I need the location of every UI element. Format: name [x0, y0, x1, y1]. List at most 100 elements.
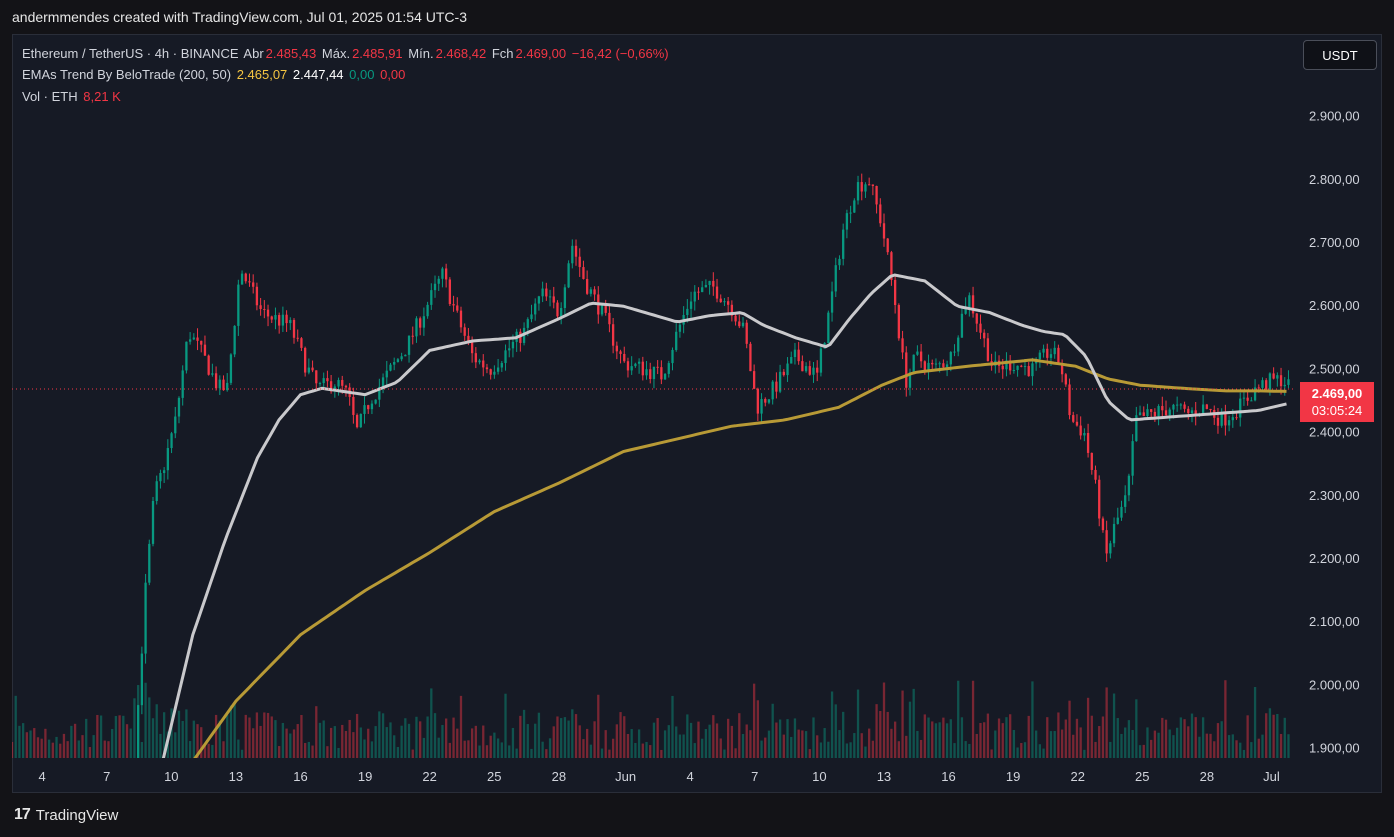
candle-body [144, 582, 147, 654]
candle-body [137, 705, 140, 758]
candle-body [578, 256, 581, 268]
volume-indicator-name[interactable]: Vol · ETH [22, 89, 78, 104]
volume-bar [1023, 742, 1027, 758]
candle-body [196, 337, 199, 341]
volume-bar [496, 738, 500, 758]
candle-body [240, 273, 244, 285]
volume-bar [1049, 731, 1053, 758]
volume-bar [419, 721, 422, 758]
ema-value-4: 0,00 [380, 67, 406, 82]
volume-bar [886, 711, 889, 758]
volume-bar [374, 726, 377, 758]
candle-body [274, 315, 277, 320]
volume-bar [92, 735, 95, 758]
volume-bar [21, 723, 25, 758]
candle-body [1124, 495, 1127, 507]
candle-body [689, 301, 693, 309]
volume-bar [1287, 734, 1290, 758]
volume-bar [222, 741, 225, 758]
volume-bar [964, 741, 967, 758]
candle-body [363, 405, 366, 414]
volume-bar [586, 728, 589, 758]
volume-bar [378, 711, 381, 758]
volume-bar [630, 729, 633, 758]
volume-bar [103, 740, 106, 758]
volume-bar [738, 713, 741, 758]
volume-bar [129, 728, 132, 758]
volume-bar [77, 740, 80, 758]
candle-body [734, 315, 737, 322]
volume-bar [730, 725, 734, 758]
chart-frame[interactable] [12, 34, 1382, 793]
candle-body [1046, 348, 1049, 358]
volume-bar [526, 724, 529, 758]
volume-bar [252, 728, 255, 758]
volume-bar [111, 729, 114, 758]
candle-body [441, 268, 444, 279]
volume-bar [292, 729, 296, 758]
volume-bar [686, 714, 689, 758]
volume-bar [348, 719, 351, 758]
candle-body [419, 318, 422, 328]
candle-body [415, 318, 418, 337]
x-tick-label: 4 [39, 769, 46, 784]
legend-volume[interactable]: Vol · ETH 8,21 K [22, 89, 123, 104]
tradingview-footer[interactable]: 17 TradingView [14, 806, 118, 824]
volume-bar [511, 727, 515, 758]
candle-body [741, 322, 745, 327]
volume-bar [55, 736, 58, 758]
candle-body [159, 473, 162, 482]
low-label: Mín. [408, 46, 434, 61]
volume-bar [200, 727, 203, 758]
candle-body [396, 359, 400, 362]
volume-bar [1172, 735, 1175, 758]
candle-body [33, 797, 35, 798]
candle-body [856, 182, 860, 201]
candle-body [938, 363, 941, 365]
volume-bar [51, 742, 54, 758]
x-tick-label: 25 [1135, 769, 1149, 784]
candle-body [259, 305, 262, 310]
volume-bar [1250, 742, 1253, 758]
candle-body [971, 295, 975, 314]
ema-indicator-name[interactable]: EMAs Trend By BeloTrade (200, 50) [22, 67, 232, 82]
volume-bar [793, 718, 797, 758]
candle-body [214, 373, 218, 389]
volume-bar [400, 725, 403, 758]
candle-body [1012, 369, 1016, 371]
volume-bar [1042, 748, 1045, 758]
volume-bar [678, 734, 682, 758]
volume-bar [185, 709, 188, 758]
volume-bar [957, 680, 960, 758]
y-tick-label: 2.000,00 [1309, 677, 1360, 692]
candle-body [563, 287, 567, 308]
candle-body [927, 362, 930, 371]
volume-bar [1057, 712, 1060, 758]
candle-body [626, 361, 630, 371]
volume-bar [289, 733, 292, 758]
candle-body [1101, 518, 1105, 531]
candle-body [1083, 433, 1086, 436]
candle-body [1105, 530, 1108, 554]
volume-bar [530, 748, 533, 758]
volume-bar [600, 748, 604, 758]
candle-body [589, 289, 593, 294]
candle-body [957, 337, 960, 352]
volume-bar [901, 690, 904, 758]
volume-bar [864, 746, 867, 758]
volume-bar [853, 733, 856, 758]
legend-ohlc[interactable]: Ethereum / TetherUS · 4h · BINANCE Abr 2.… [22, 46, 671, 61]
volume-bar [1124, 727, 1127, 758]
symbol-label[interactable]: Ethereum / TetherUS · 4h · BINANCE [22, 46, 239, 61]
legend-ema[interactable]: EMAs Trend By BeloTrade (200, 50) 2.465,… [22, 67, 407, 82]
candle-body [1235, 417, 1238, 419]
volume-bar [834, 704, 837, 758]
currency-button[interactable]: USDT [1303, 40, 1377, 70]
candle-body [552, 296, 555, 303]
candle-body [248, 281, 251, 283]
volume-bar [801, 730, 804, 758]
candle-body [500, 363, 503, 368]
volume-bar [396, 746, 400, 758]
candle-body [359, 413, 362, 428]
